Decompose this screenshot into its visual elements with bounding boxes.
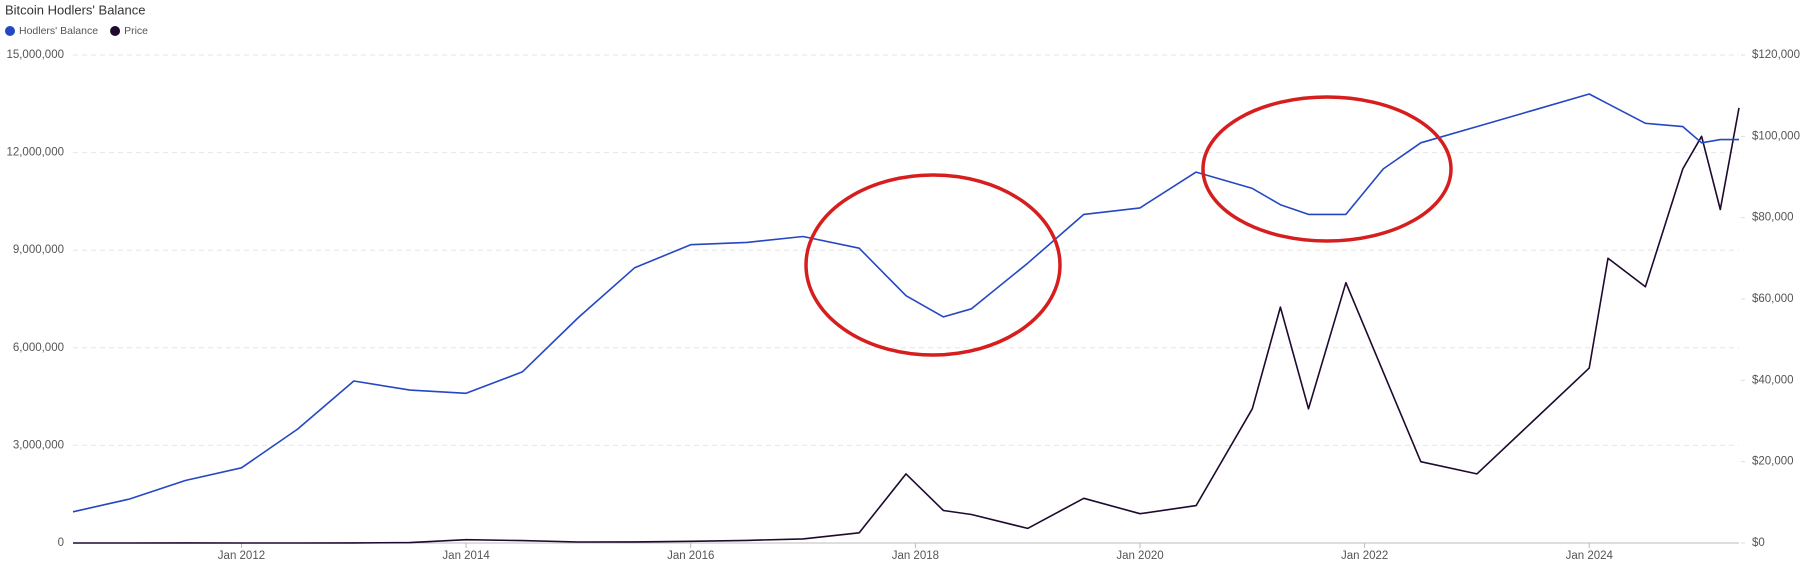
x-tick-label: Jan 2024	[1566, 550, 1614, 562]
x-tick-label: Jan 2018	[892, 550, 939, 562]
y-tick-label: 12,000,000	[6, 147, 64, 159]
y2-tick-label: $100,000	[1752, 130, 1800, 142]
chart-title: Bitcoin Hodlers' Balance	[5, 2, 146, 17]
y-tick-label: 3,000,000	[13, 439, 64, 451]
highlight-ellipse	[1201, 95, 1453, 243]
highlight-ellipse	[804, 173, 1062, 357]
series-line	[72, 93, 1739, 513]
x-tick-label: Jan 2020	[1116, 550, 1163, 562]
y2-tick-label: $40,000	[1752, 374, 1794, 386]
x-tick-label: Jan 2014	[442, 550, 490, 562]
y2-tick-label: $120,000	[1752, 49, 1800, 61]
x-tick-label: Jan 2012	[218, 550, 265, 562]
legend-swatch	[5, 26, 15, 36]
legend-swatch	[110, 26, 121, 36]
y2-tick-label: $0	[1752, 537, 1765, 549]
x-tick-label: Jan 2016	[667, 550, 714, 562]
x-tick-label: Jan 2022	[1341, 550, 1388, 562]
y-tick-label: 6,000,000	[13, 342, 64, 354]
legend-label: Price	[124, 25, 148, 37]
series-line	[73, 107, 1740, 544]
y-tick-label: 15,000,000	[6, 49, 64, 61]
y-tick-label: 0	[58, 537, 64, 549]
y2-tick-label: $60,000	[1752, 293, 1794, 305]
plot: 0 3,000,000 6,000,000 9,000,000 12,000,000 15…	[6, 49, 1800, 562]
y2-tick-label: $20,000	[1752, 456, 1794, 468]
legend-label: Hodlers' Balance	[19, 25, 98, 37]
y-tick-label: 9,000,000	[13, 244, 64, 256]
y2-tick-label: $80,000	[1752, 212, 1794, 224]
